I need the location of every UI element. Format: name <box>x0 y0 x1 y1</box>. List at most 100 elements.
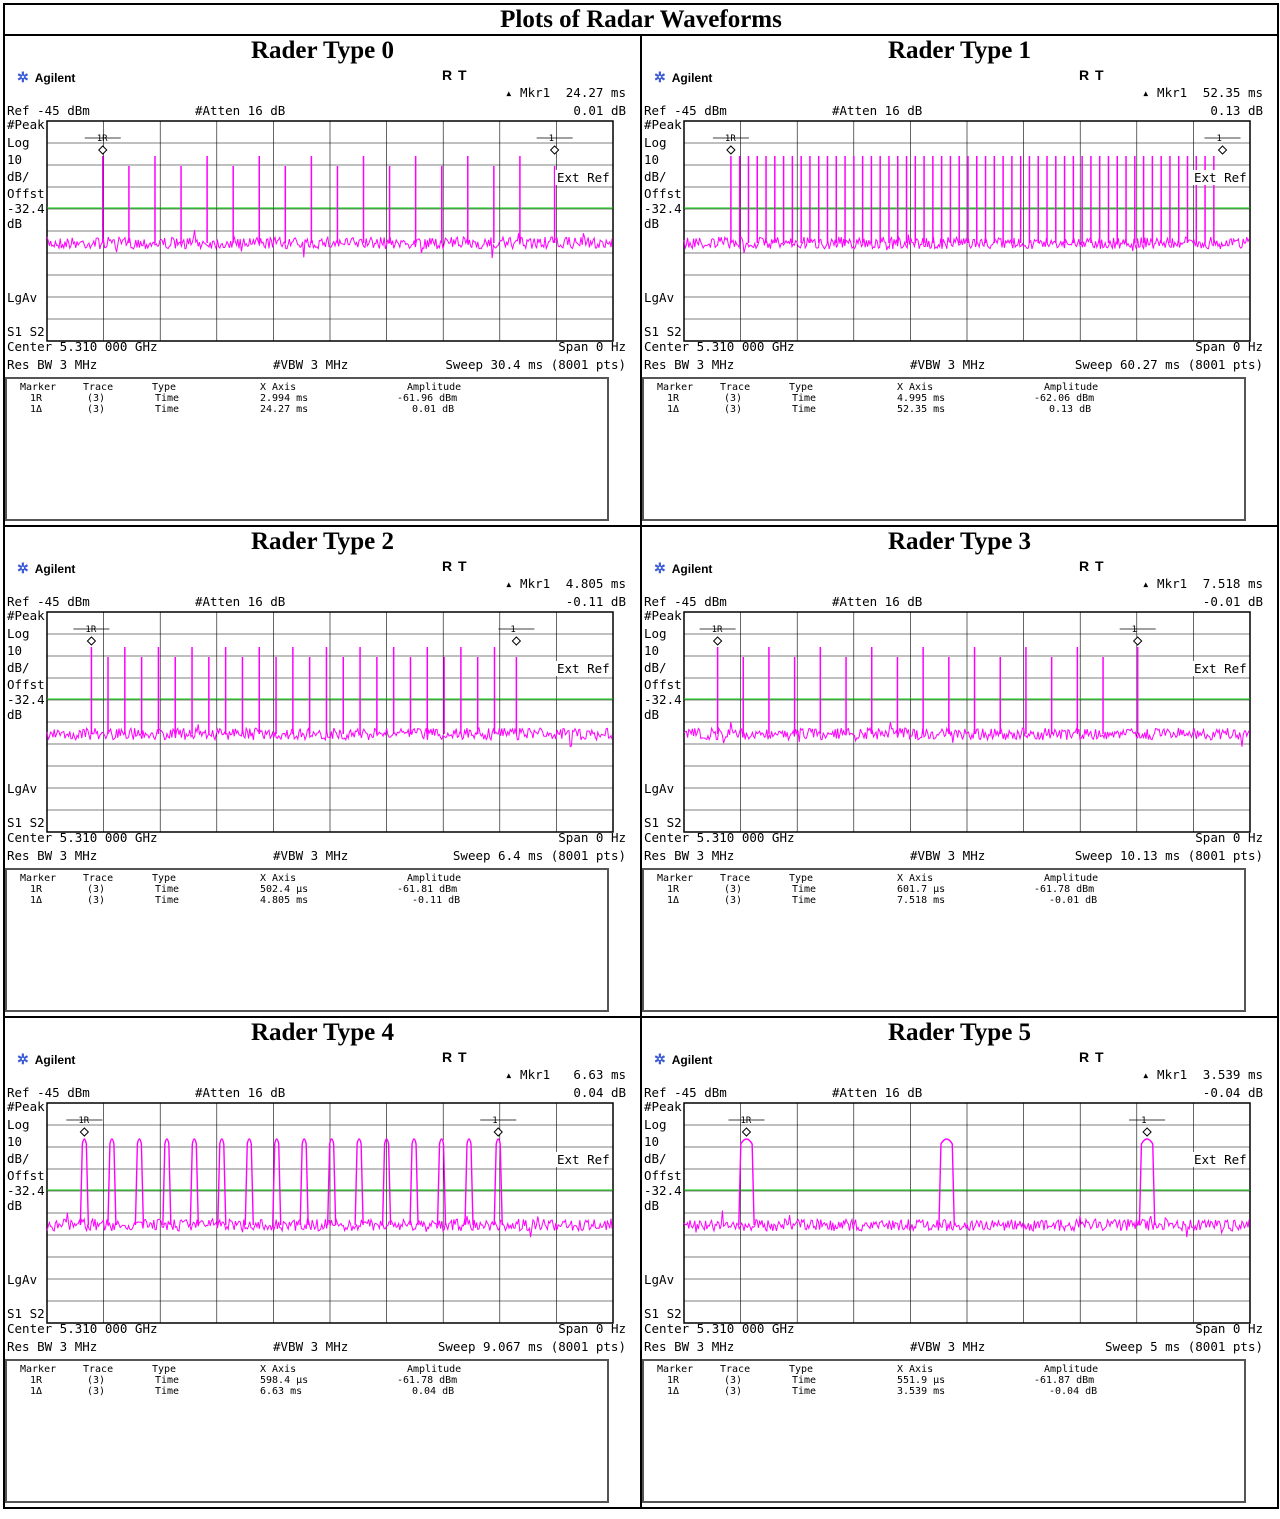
row-trace: (3) <box>87 393 106 404</box>
status-indicator: R T <box>442 67 468 83</box>
pulse-mark <box>79 1138 90 1226</box>
col-header-amplitude: Amplitude <box>407 382 462 393</box>
row-marker: 1R <box>667 1375 680 1386</box>
delta-marker-label: ▴ Mkr1 <box>505 1067 551 1082</box>
sweep-indicators: S1 S2 <box>644 1306 682 1321</box>
col-header-xaxis: X Axis <box>260 1364 297 1375</box>
marker-label: 1 <box>492 1116 497 1126</box>
col-header-type: Type <box>789 873 814 884</box>
waveform-plots-table: Plots of Radar Waveforms Rader Type 0 1R 1… <box>2 3 1280 1509</box>
row-amplitude: -61.87 dBm <box>1034 1375 1095 1386</box>
analyzer-screen: 1R 1 ✲ Agilent R T ▴ Mkr1 24.27 ms Ref -45… <box>5 66 640 525</box>
brand-label: Agilent <box>671 1053 713 1067</box>
center-frequency: Center 5.310 000 GHz <box>7 1321 158 1336</box>
row-marker: 1R <box>667 393 680 404</box>
col-header-type: Type <box>789 382 814 393</box>
pulse-mark <box>217 1138 227 1226</box>
row-type: Time <box>792 895 817 906</box>
col-header-trace: Trace <box>83 382 114 393</box>
offset-unit: dB <box>7 216 23 231</box>
col-header-xaxis: X Axis <box>260 382 297 393</box>
analyzer-screen: 1R 1 ✲ Agilent R T ▴ Mkr1 7.518 ms Ref -45… <box>642 557 1278 1016</box>
noise-floor-trace <box>46 724 613 748</box>
analyzer-screen: 1R 1 ✲ Agilent R T ▴ Mkr1 6.63 ms Ref -45 … <box>5 1048 640 1507</box>
frequency-span: Span 0 Hz <box>558 1321 626 1336</box>
marker-time: 6.63 ms <box>573 1067 626 1082</box>
attenuation: #Atten 16 dB <box>195 103 286 118</box>
marker-time: 4.805 ms <box>565 576 626 591</box>
status-indicator: R T <box>1079 67 1105 83</box>
average-type: LgAv <box>7 290 38 305</box>
delta-marker-label: ▴ Mkr1 <box>505 576 551 591</box>
marker-label: 1 <box>1141 1116 1146 1126</box>
row-marker: 1R <box>30 884 43 895</box>
attenuation: #Atten 16 dB <box>832 1085 923 1100</box>
row-xaxis: 2.994 ms <box>260 393 309 404</box>
ext-ref-indicator: Ext Ref <box>1192 170 1249 185</box>
panel-title: Rader Type 4 <box>250 1019 395 1046</box>
pulse-mark <box>464 1138 474 1226</box>
agilent-star-icon: ✲ <box>654 1051 666 1067</box>
resolution-bandwidth: Res BW 3 MHz <box>7 1339 98 1354</box>
pulse-mark <box>436 1138 447 1226</box>
marker-table: Marker Trace Type X Axis Amplitude 1R (3… <box>5 377 609 521</box>
agilent-star-icon: ✲ <box>17 1051 29 1067</box>
scale-log: Log <box>644 135 667 150</box>
offset-value: -32.4 <box>644 1183 682 1198</box>
row-xaxis: 601.7 μs <box>897 884 946 895</box>
average-type: LgAv <box>644 1272 675 1287</box>
detector-peak: #Peak <box>644 608 682 623</box>
offset-label: Offst <box>7 677 45 692</box>
marker-diamond <box>511 636 522 646</box>
marker-label: 1R <box>740 1116 751 1126</box>
scale-log: Log <box>644 1117 667 1132</box>
detector-peak: #Peak <box>7 117 45 132</box>
average-type: LgAv <box>7 781 38 796</box>
offset-unit: dB <box>644 1198 660 1213</box>
row-type: Time <box>792 1386 817 1397</box>
pulse-mark <box>354 1138 364 1226</box>
video-bandwidth: #VBW 3 MHz <box>910 1339 986 1354</box>
noise-floor-trace <box>683 234 1250 254</box>
sweep-time: Sweep 10.13 ms (8001 pts) <box>1074 848 1264 863</box>
sweep-indicators: S1 S2 <box>644 324 682 339</box>
pulse-mark <box>244 1138 254 1226</box>
scale-value: 10 <box>644 152 660 167</box>
offset-unit: dB <box>7 707 23 722</box>
scale-unit: dB/ <box>7 169 30 184</box>
scale-log: Log <box>644 626 667 641</box>
resolution-bandwidth: Res BW 3 MHz <box>7 357 98 372</box>
offset-label: Offst <box>644 1168 682 1183</box>
col-header-marker: Marker <box>657 873 694 884</box>
marker-delta-db: 0.13 dB <box>1210 103 1264 118</box>
sweep-time: Sweep 5 ms (8001 pts) <box>1104 1339 1264 1354</box>
offset-unit: dB <box>644 216 660 231</box>
row-type: Time <box>155 393 180 404</box>
col-header-amplitude: Amplitude <box>1044 1364 1099 1375</box>
resolution-bandwidth: Res BW 3 MHz <box>644 357 735 372</box>
video-bandwidth: #VBW 3 MHz <box>273 848 349 863</box>
reference-level: Ref -45 dBm <box>644 1085 727 1100</box>
pulse-mark <box>738 1138 755 1226</box>
noise-floor-trace <box>683 1210 1250 1238</box>
marker-label: 1R <box>725 134 736 144</box>
status-indicator: R T <box>1079 558 1105 574</box>
pulse-mark <box>107 1138 117 1226</box>
panel-title: Rader Type 2 <box>250 528 395 555</box>
row-marker: 1Δ <box>667 895 680 906</box>
delta-marker-label: ▴ Mkr1 <box>1142 1067 1188 1082</box>
frequency-span: Span 0 Hz <box>558 339 626 354</box>
video-bandwidth: #VBW 3 MHz <box>910 357 986 372</box>
pulse-mark <box>493 1138 503 1226</box>
marker-label: 1R <box>712 625 723 635</box>
offset-value: -32.4 <box>644 692 682 707</box>
scale-unit: dB/ <box>7 660 30 675</box>
marker-diamond <box>1132 636 1143 646</box>
panel-title: Rader Type 3 <box>887 528 1032 555</box>
sweep-time: Sweep 30.4 ms (8001 pts) <box>445 357 626 372</box>
offset-label: Offst <box>644 677 682 692</box>
row-xaxis: 7.518 ms <box>897 895 946 906</box>
document-title: Plots of Radar Waveforms <box>2 3 1280 36</box>
analyzer-screen: 1R 1 ✲ Agilent R T ▴ Mkr1 52.35 ms Ref -45… <box>642 66 1278 525</box>
offset-value: -32.4 <box>7 201 45 216</box>
